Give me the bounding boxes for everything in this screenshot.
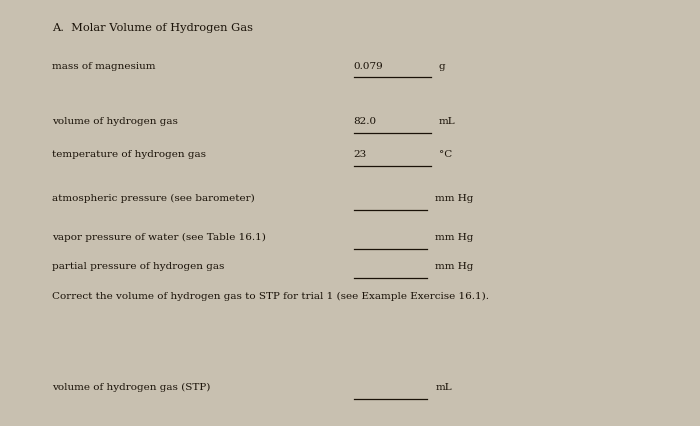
Text: g: g bbox=[439, 61, 445, 71]
Text: temperature of hydrogen gas: temperature of hydrogen gas bbox=[52, 150, 206, 159]
Text: 23: 23 bbox=[354, 150, 367, 159]
Text: °C: °C bbox=[439, 150, 452, 159]
Text: mm Hg: mm Hg bbox=[435, 262, 474, 271]
Text: partial pressure of hydrogen gas: partial pressure of hydrogen gas bbox=[52, 262, 225, 271]
Text: vapor pressure of water (see Table 16.1): vapor pressure of water (see Table 16.1) bbox=[52, 233, 267, 242]
Text: mm Hg: mm Hg bbox=[435, 193, 474, 203]
Text: atmospheric pressure (see barometer): atmospheric pressure (see barometer) bbox=[52, 193, 256, 203]
Text: volume of hydrogen gas: volume of hydrogen gas bbox=[52, 117, 178, 126]
Text: mL: mL bbox=[435, 382, 452, 391]
Text: volume of hydrogen gas (STP): volume of hydrogen gas (STP) bbox=[52, 382, 211, 391]
Text: mm Hg: mm Hg bbox=[435, 233, 474, 242]
Text: A.  Molar Volume of Hydrogen Gas: A. Molar Volume of Hydrogen Gas bbox=[52, 23, 253, 33]
Text: 82.0: 82.0 bbox=[354, 117, 377, 126]
Text: 0.079: 0.079 bbox=[354, 61, 384, 71]
Text: Correct the volume of hydrogen gas to STP for trial 1 (see Example Exercise 16.1: Correct the volume of hydrogen gas to ST… bbox=[52, 291, 489, 301]
Text: mL: mL bbox=[439, 117, 456, 126]
Text: mass of magnesium: mass of magnesium bbox=[52, 61, 156, 71]
